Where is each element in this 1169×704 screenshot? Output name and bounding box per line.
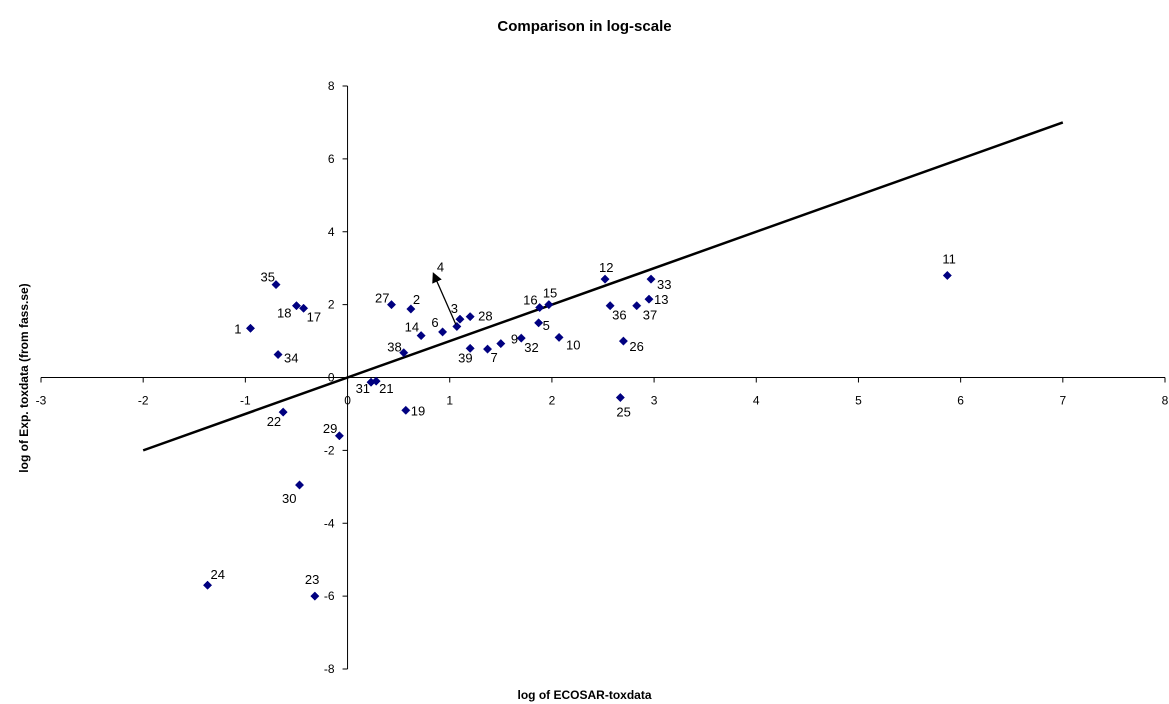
point-label: 5 <box>543 318 550 333</box>
x-tick-label: 6 <box>957 394 964 408</box>
point-label: 13 <box>654 292 668 307</box>
point-label: 38 <box>387 340 401 355</box>
chart-title: Comparison in log-scale <box>497 18 672 35</box>
data-point <box>438 327 448 337</box>
point-label: 34 <box>284 351 298 366</box>
data-point <box>465 343 475 353</box>
point-label: 19 <box>411 403 425 418</box>
data-point <box>416 331 426 341</box>
data-point <box>310 591 320 601</box>
point-label: 36 <box>612 308 626 323</box>
point-label: 3 <box>451 301 458 316</box>
point-label: 35 <box>261 270 275 285</box>
data-point <box>455 314 465 324</box>
point-label: 18 <box>277 306 291 321</box>
data-point <box>544 300 554 310</box>
x-axis-label: log of ECOSAR-toxdata <box>517 688 652 702</box>
point-label: 31 <box>356 381 370 396</box>
point-label: 23 <box>305 572 319 587</box>
point-label: 33 <box>657 277 671 292</box>
data-point <box>291 301 302 311</box>
data-point <box>615 392 625 403</box>
x-tick-label: 0 <box>344 394 351 408</box>
point-label: 25 <box>616 405 630 420</box>
data-point <box>452 321 462 332</box>
x-tick-label: 1 <box>446 394 453 408</box>
label-arrow <box>432 272 457 325</box>
point-label: 26 <box>629 339 643 354</box>
y-tick-label: 2 <box>328 298 335 312</box>
data-point <box>646 274 656 284</box>
data-point <box>554 332 564 342</box>
point-label: 39 <box>458 350 472 365</box>
point-label: 6 <box>431 315 438 330</box>
data-point <box>399 348 409 358</box>
data-point <box>644 294 654 304</box>
point-label: 28 <box>478 309 492 324</box>
y-tick-label: -6 <box>324 589 335 603</box>
y-tick-label: -4 <box>324 516 335 530</box>
point-label: 16 <box>523 293 537 308</box>
x-tick-label: -1 <box>240 394 251 408</box>
data-point <box>632 301 642 311</box>
data-point <box>534 318 544 328</box>
y-tick-label: 4 <box>328 225 335 239</box>
data-point <box>618 336 628 346</box>
data-point <box>278 407 288 417</box>
point-label: 10 <box>566 337 580 352</box>
point-label: 15 <box>543 286 557 301</box>
data-point <box>273 349 283 360</box>
y-tick-label: -2 <box>324 443 335 457</box>
y-tick-label: 8 <box>328 79 335 93</box>
data-point <box>386 300 397 310</box>
x-tick-label: -3 <box>36 394 47 408</box>
x-tick-label: 3 <box>651 394 658 408</box>
point-label: 7 <box>491 350 498 365</box>
data-point <box>605 301 615 311</box>
x-tick-label: 5 <box>855 394 862 408</box>
data-point <box>482 344 493 354</box>
point-label: 11 <box>942 251 956 266</box>
x-tick-label: 2 <box>549 394 556 408</box>
point-label: 2 <box>413 292 420 307</box>
point-label: 29 <box>323 421 337 436</box>
x-tick-label: 4 <box>753 394 760 408</box>
data-point <box>245 323 256 333</box>
point-label: 1 <box>234 321 241 336</box>
point-label: 37 <box>643 308 657 323</box>
point-label: 17 <box>307 309 321 324</box>
data-point <box>600 274 610 284</box>
point-label: 4 <box>437 259 444 274</box>
data-point <box>401 405 411 415</box>
data-point <box>516 333 526 343</box>
point-label: 30 <box>282 491 296 506</box>
y-tick-label: 0 <box>328 371 335 385</box>
point-label: 12 <box>599 260 613 275</box>
point-label: 22 <box>267 414 281 429</box>
data-point <box>406 304 416 314</box>
data-point <box>294 480 305 490</box>
x-tick-label: 8 <box>1162 394 1169 408</box>
x-tick-label: 7 <box>1059 394 1066 408</box>
data-point <box>299 303 309 313</box>
point-label: 24 <box>211 567 225 582</box>
y-tick-label: -8 <box>324 662 335 676</box>
data-point <box>271 280 281 290</box>
data-point <box>465 312 475 322</box>
point-label: 32 <box>524 340 538 355</box>
data-point <box>366 377 376 387</box>
x-tick-label: -2 <box>138 394 149 408</box>
trend-line <box>142 121 1064 452</box>
data-point <box>496 339 506 349</box>
data-point <box>203 580 213 590</box>
point-label: 21 <box>379 381 393 396</box>
point-label: 27 <box>375 291 389 306</box>
point-label: 9 <box>511 332 518 347</box>
data-point <box>334 431 344 441</box>
y-tick-label: 6 <box>328 152 335 166</box>
data-point <box>942 270 952 281</box>
data-point <box>535 302 545 313</box>
point-label: 14 <box>405 320 419 335</box>
